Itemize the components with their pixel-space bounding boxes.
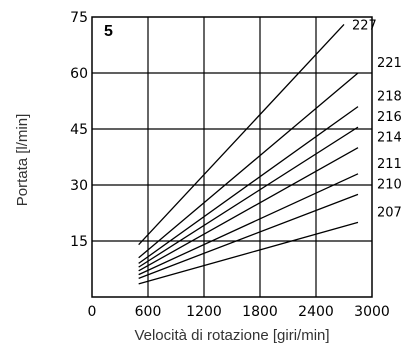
series-line-218 — [138, 106, 359, 264]
panel-label: 5 — [104, 23, 113, 40]
series-line-210 — [138, 193, 359, 279]
y-tick-label: 75 — [70, 10, 88, 26]
series-label-227: 227 — [352, 18, 377, 33]
y-axis-label: Portata [l/min] — [14, 114, 31, 207]
x-tick-label: 1800 — [242, 304, 278, 320]
y-axis-ticks: 15 30 45 60 75 — [70, 10, 88, 250]
series-label-221: 221 — [377, 56, 402, 71]
series-label-216: 216 — [377, 110, 402, 125]
y-tick-label: 60 — [70, 66, 88, 82]
series-label-211: 211 — [377, 157, 402, 172]
y-tick-label: 15 — [70, 234, 88, 250]
plot-frame — [91, 16, 373, 298]
series-lines — [138, 24, 359, 285]
series-label-210: 210 — [377, 177, 402, 192]
x-tick-label: 2400 — [298, 304, 334, 320]
series-label-207: 207 — [377, 205, 402, 220]
series-line-211 — [138, 173, 359, 276]
x-tick-label: 0 — [88, 304, 97, 320]
x-tick-label: 600 — [135, 304, 162, 320]
x-axis-label: Velocità di rotazione [giri/min] — [134, 327, 329, 344]
series-line-221 — [138, 72, 359, 259]
x-tick-label: 1200 — [186, 304, 222, 320]
series-line-227 — [138, 24, 345, 246]
y-tick-label: 30 — [70, 178, 88, 194]
x-axis-ticks: 0 600 1200 1800 2400 3000 — [88, 304, 390, 320]
series-label-218: 218 — [377, 90, 402, 105]
series-line-214 — [138, 147, 359, 272]
series-label-214: 214 — [377, 131, 402, 146]
series-labels: 227 221 218 216 214 211 210 207 — [352, 18, 402, 220]
x-tick-label: 3000 — [354, 304, 390, 320]
series-line-216 — [138, 126, 359, 268]
series-line-207 — [138, 221, 359, 285]
y-tick-label: 45 — [70, 122, 88, 138]
grid — [92, 17, 372, 297]
